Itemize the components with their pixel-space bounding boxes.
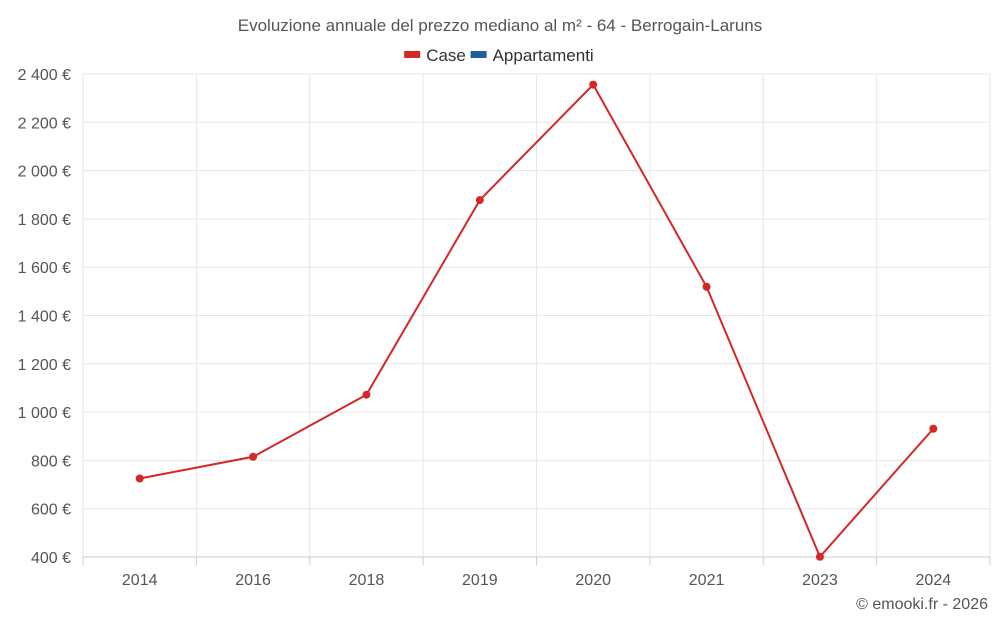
y-tick-label: 800 €: [31, 453, 71, 470]
x-tick-label: 2023: [802, 572, 838, 589]
y-tick-label: 2 000 €: [18, 164, 71, 181]
data-point: [475, 196, 484, 205]
data-point: [815, 552, 824, 561]
x-tick-label: 2020: [575, 572, 611, 589]
legend-item-label: Case: [426, 46, 466, 65]
data-point: [929, 424, 938, 433]
legend-swatch: [404, 51, 421, 58]
y-tick-label: 1 800 €: [18, 212, 71, 229]
x-tick-label: 2024: [916, 572, 952, 589]
y-tick-label: 1 400 €: [18, 309, 71, 326]
x-axis: 2014 2016 2018 2019 2020 2021 2023 2024: [82, 556, 991, 589]
chart-title: Evoluzione annuale del prezzo mediano al…: [238, 16, 762, 35]
y-tick-label: 2 400 €: [18, 67, 71, 84]
y-tick-label: 2 200 €: [18, 115, 71, 132]
legend-item-label: Appartamenti: [493, 46, 594, 65]
series-line: [139, 82, 935, 559]
data-point: [362, 390, 371, 399]
y-tick-label: 1 200 €: [18, 357, 71, 374]
y-tick-label: 1 600 €: [18, 260, 71, 277]
credit-text: © emooki.fr - 2026: [856, 596, 988, 613]
data-point: [249, 452, 258, 461]
data-point: [135, 474, 144, 483]
y-tick-label: 1 000 €: [18, 405, 71, 422]
data-point: [702, 282, 711, 291]
data-point: [589, 80, 598, 89]
y-tick-label: 600 €: [31, 502, 71, 519]
x-tick-label: 2021: [689, 572, 725, 589]
x-tick-label: 2019: [462, 572, 498, 589]
series: [135, 80, 938, 561]
y-tick-label: 400 €: [31, 550, 71, 567]
legend: Case Appartamenti: [404, 46, 594, 65]
x-tick-label: 2018: [349, 572, 385, 589]
x-tick-label: 2016: [235, 572, 271, 589]
legend-swatch: [470, 51, 487, 58]
y-axis: 400 € 600 € 800 € 1 000 € 1 200 € 1 400 € 1 60…: [18, 67, 71, 567]
x-tick-label: 2014: [122, 572, 158, 589]
grid: [82, 73, 991, 558]
